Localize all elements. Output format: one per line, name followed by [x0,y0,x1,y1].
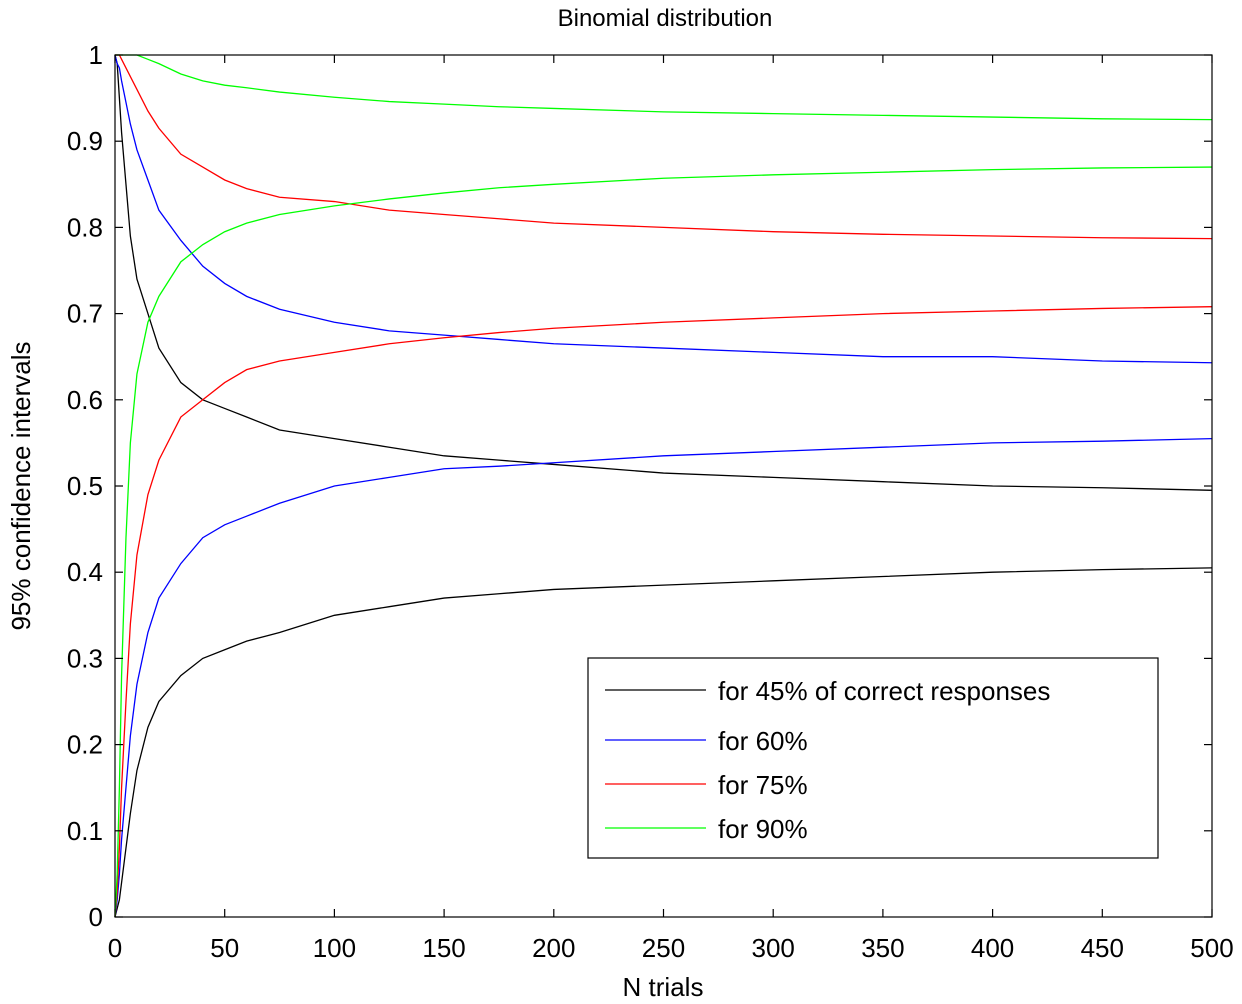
series-1-upper-line [114,54,1213,364]
y-tick-label: 0.8 [67,212,103,242]
plot-lines [114,54,1213,918]
legend-label-60: for 60% [718,726,808,756]
legend-box [587,657,1159,859]
x-tick-label: 200 [532,933,575,963]
series-2-lower-line [114,306,1213,918]
chart-title: Binomial distribution [558,5,773,32]
series-3-lower-line [114,166,1213,918]
x-tick-label: 150 [422,933,465,963]
x-tick-label: 500 [1190,933,1233,963]
legend-label-90: for 90% [718,814,808,844]
y-tick-label: 0.5 [67,471,103,501]
y-tick-label: 0.3 [67,643,103,673]
x-tick-labels: 0 50 100 150 200 250 300 350 400 450 500 [108,933,1234,963]
series-0-upper-line [114,54,1213,491]
x-tick-label: 300 [752,933,795,963]
y-tick-label: 0.7 [67,299,103,329]
series-2-upper-line [115,54,1213,240]
legend-label-75: for 75% [718,770,808,800]
y-tick-label: 0 [89,902,103,932]
x-tick-label: 100 [313,933,356,963]
y-tick-labels: 0 0.1 0.2 0.3 0.4 0.5 0.6 0.7 0.8 0.9 1 [67,40,103,932]
y-tick-label: 0.2 [67,730,103,760]
y-tick-label: 0.1 [67,816,103,846]
y-tick-label: 0.6 [67,385,103,415]
x-axis-label: N trials [623,972,704,1002]
x-tick-label: 350 [861,933,904,963]
series-0-lower-line [114,567,1213,918]
series-3-upper-line [115,54,1213,121]
series-1-lower-line [114,437,1213,918]
legend-label-45: for 45% of correct responses [718,676,1050,706]
x-tick-label: 0 [108,933,122,963]
x-tick-label: 250 [642,933,685,963]
y-tick-label: 0.9 [67,126,103,156]
axis-ticks [114,54,1213,918]
legend: for 45% of correct responses for 60% for… [587,657,1159,859]
y-tick-label: 1 [89,40,103,70]
x-tick-label: 450 [1081,933,1124,963]
x-tick-label: 50 [210,933,239,963]
y-tick-label: 0.4 [67,557,103,587]
y-axis-label: 95% confidence intervals [6,341,36,630]
x-tick-label: 400 [971,933,1014,963]
